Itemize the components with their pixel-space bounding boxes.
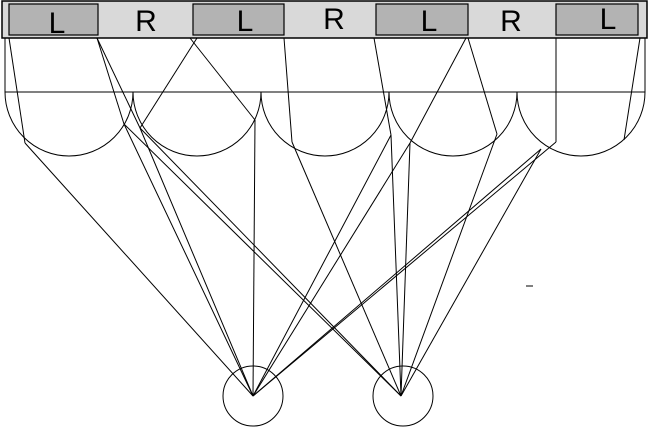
image-strip — [1, 0, 648, 39]
lens-3 — [260, 91, 390, 157]
lens-5 — [516, 91, 646, 157]
strip-panels — [8, 3, 639, 36]
inner-ray — [467, 37, 498, 135]
lens-2 — [132, 91, 262, 157]
ray-to-left-eye — [252, 141, 557, 397]
strip-label-6: R — [500, 5, 522, 38]
strip-label-3: L — [237, 5, 254, 38]
ray-to-right-eye — [139, 127, 402, 397]
inner-ray — [373, 37, 392, 136]
ray-to-left-eye — [123, 123, 254, 397]
ray-to-right-eye — [400, 148, 542, 397]
inner-ray — [8, 37, 26, 144]
strip-labels: L R L R L R L — [49, 3, 617, 40]
strip-label-1: L — [49, 7, 66, 40]
ray-to-left-eye — [252, 119, 256, 397]
ray-to-right-eye — [291, 141, 402, 397]
strip-label-5: L — [421, 5, 438, 38]
inner-ray — [139, 37, 198, 129]
inner-ray — [96, 37, 125, 125]
ray-to-left-eye — [252, 142, 411, 397]
inner-ray — [283, 37, 293, 143]
ray-to-right-eye — [400, 133, 498, 397]
panel-left-4 — [555, 3, 639, 36]
inner-ray — [623, 37, 641, 141]
inner-ray — [409, 37, 467, 144]
eyes — [222, 365, 434, 427]
strip-label-2: R — [135, 5, 157, 38]
strip-label-4: R — [323, 3, 345, 36]
inner-rays — [8, 37, 641, 144]
left-eye — [222, 365, 284, 427]
ray-to-left-eye — [139, 127, 254, 397]
strip-label-7: L — [600, 3, 617, 36]
lens-4 — [388, 91, 518, 157]
ray-to-left-eye — [24, 142, 254, 397]
eye-rays — [24, 119, 557, 397]
inner-ray — [96, 37, 141, 129]
lens-1 — [4, 91, 134, 157]
right-eye — [372, 365, 434, 427]
lens-sheet — [4, 38, 646, 93]
ray-to-left-eye — [252, 134, 392, 397]
panel-left-3 — [375, 3, 469, 36]
lenses — [4, 91, 646, 157]
ray-to-left-eye — [252, 148, 542, 397]
panel-left-1 — [8, 3, 99, 36]
ray-to-right-eye — [390, 134, 402, 397]
ray-to-right-eye — [400, 142, 411, 397]
ray-to-right-eye — [123, 123, 402, 397]
panel-left-2 — [192, 3, 285, 36]
inner-ray — [189, 37, 256, 121]
